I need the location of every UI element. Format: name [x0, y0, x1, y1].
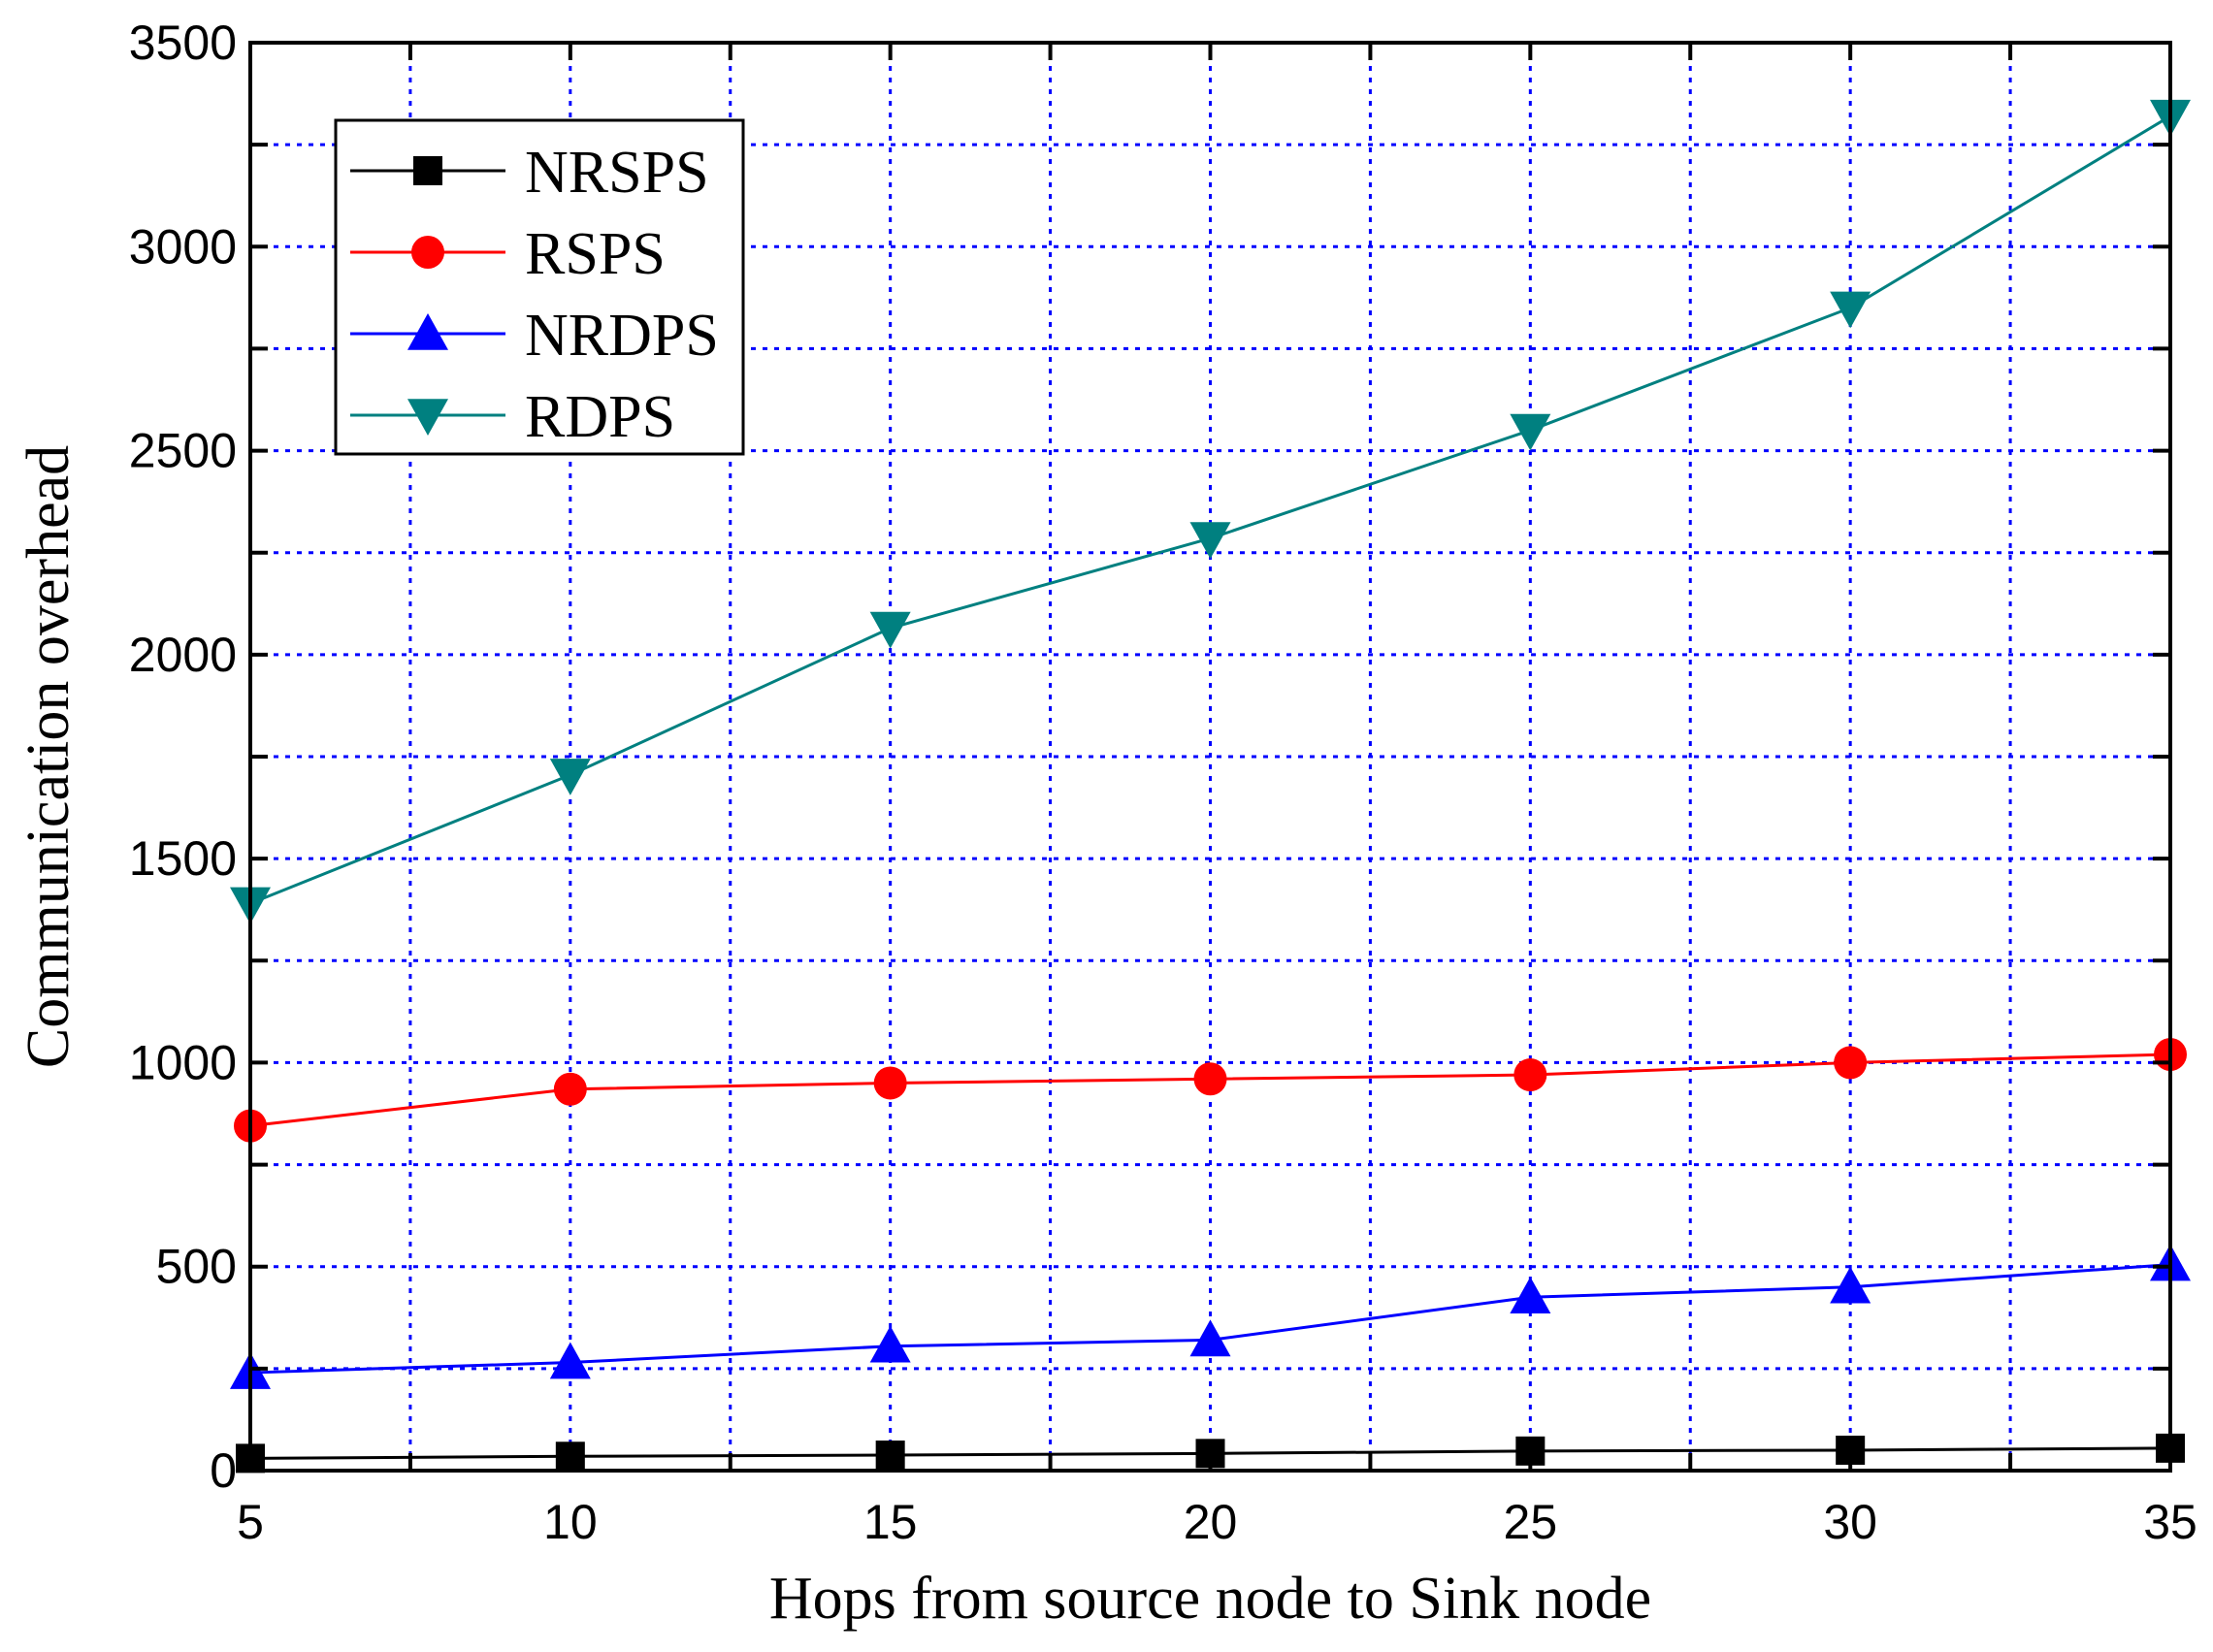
- x-tick-label: 25: [1504, 1495, 1558, 1549]
- x-tick-label: 30: [1823, 1495, 1877, 1549]
- y-tick-label: 0: [210, 1443, 237, 1498]
- data-point-rdps: [1510, 413, 1551, 451]
- data-point-rdps: [1189, 522, 1231, 559]
- legend-marker-nrdps: [407, 313, 448, 350]
- series-layer: [230, 99, 2191, 1474]
- legend-marker-rdps: [407, 399, 448, 436]
- legend-item-rdps: RDPS: [350, 384, 675, 450]
- x-tick-label: 10: [543, 1495, 598, 1549]
- tick-labels: 5 10 15 20 25 30 35 0 500 1000 1500 2000 2500 3000 350…: [129, 16, 2197, 1549]
- legend-label-rdps: RDPS: [525, 384, 675, 450]
- ticks: [248, 41, 2172, 1473]
- legend-item-nrsps: NRSPS: [350, 140, 709, 206]
- legend-marker-nrsps: [413, 156, 442, 185]
- y-tick-label: 1500: [129, 831, 237, 886]
- y-tick-label: 2000: [129, 628, 237, 682]
- data-point-rsps: [553, 1072, 587, 1106]
- legend-label-nrdps: NRDPS: [525, 303, 719, 369]
- grid: [250, 43, 2170, 1471]
- data-point-nrdps: [1510, 1277, 1551, 1314]
- legend-label-rsps: RSPS: [525, 221, 666, 287]
- data-point-rsps: [873, 1066, 907, 1100]
- data-point-nrdps: [1189, 1319, 1231, 1357]
- legend-box: [334, 118, 745, 456]
- x-tick-label: 35: [2143, 1495, 2197, 1549]
- y-tick-label: 1000: [129, 1035, 237, 1089]
- data-point-rdps: [549, 759, 591, 795]
- y-tick-label: 3500: [129, 16, 237, 70]
- legend-item-nrdps: NRDPS: [350, 303, 719, 369]
- x-tick-label: 20: [1184, 1495, 1238, 1549]
- data-point-nrdps: [869, 1325, 911, 1363]
- legend-item-rsps: RSPS: [350, 221, 666, 287]
- legend: NRSPS RSPS NRDPS RDPS: [334, 118, 745, 456]
- x-tick-label: 5: [237, 1495, 264, 1549]
- data-point-nrdps: [549, 1342, 591, 1379]
- series-nrdps: [230, 1244, 2191, 1389]
- y-tick-label: 500: [156, 1240, 237, 1294]
- y-axis-title: Communication overhead: [16, 445, 81, 1068]
- data-point-nrdps: [1830, 1266, 1871, 1304]
- data-point-rsps: [1193, 1062, 1227, 1096]
- legend-label-nrsps: NRSPS: [525, 140, 709, 206]
- series-rdps: [230, 99, 2191, 924]
- x-axis-title: Hops from source node to Sink node: [769, 1566, 1651, 1632]
- y-tick-label: 3000: [129, 219, 237, 274]
- legend-marker-rsps: [411, 236, 444, 269]
- x-tick-label: 15: [863, 1495, 918, 1549]
- data-point-rsps: [1834, 1046, 1868, 1080]
- data-point-rsps: [1513, 1058, 1547, 1092]
- data-point-rdps: [1830, 291, 1871, 329]
- y-tick-label: 2500: [129, 424, 237, 478]
- data-point-rdps: [869, 611, 911, 649]
